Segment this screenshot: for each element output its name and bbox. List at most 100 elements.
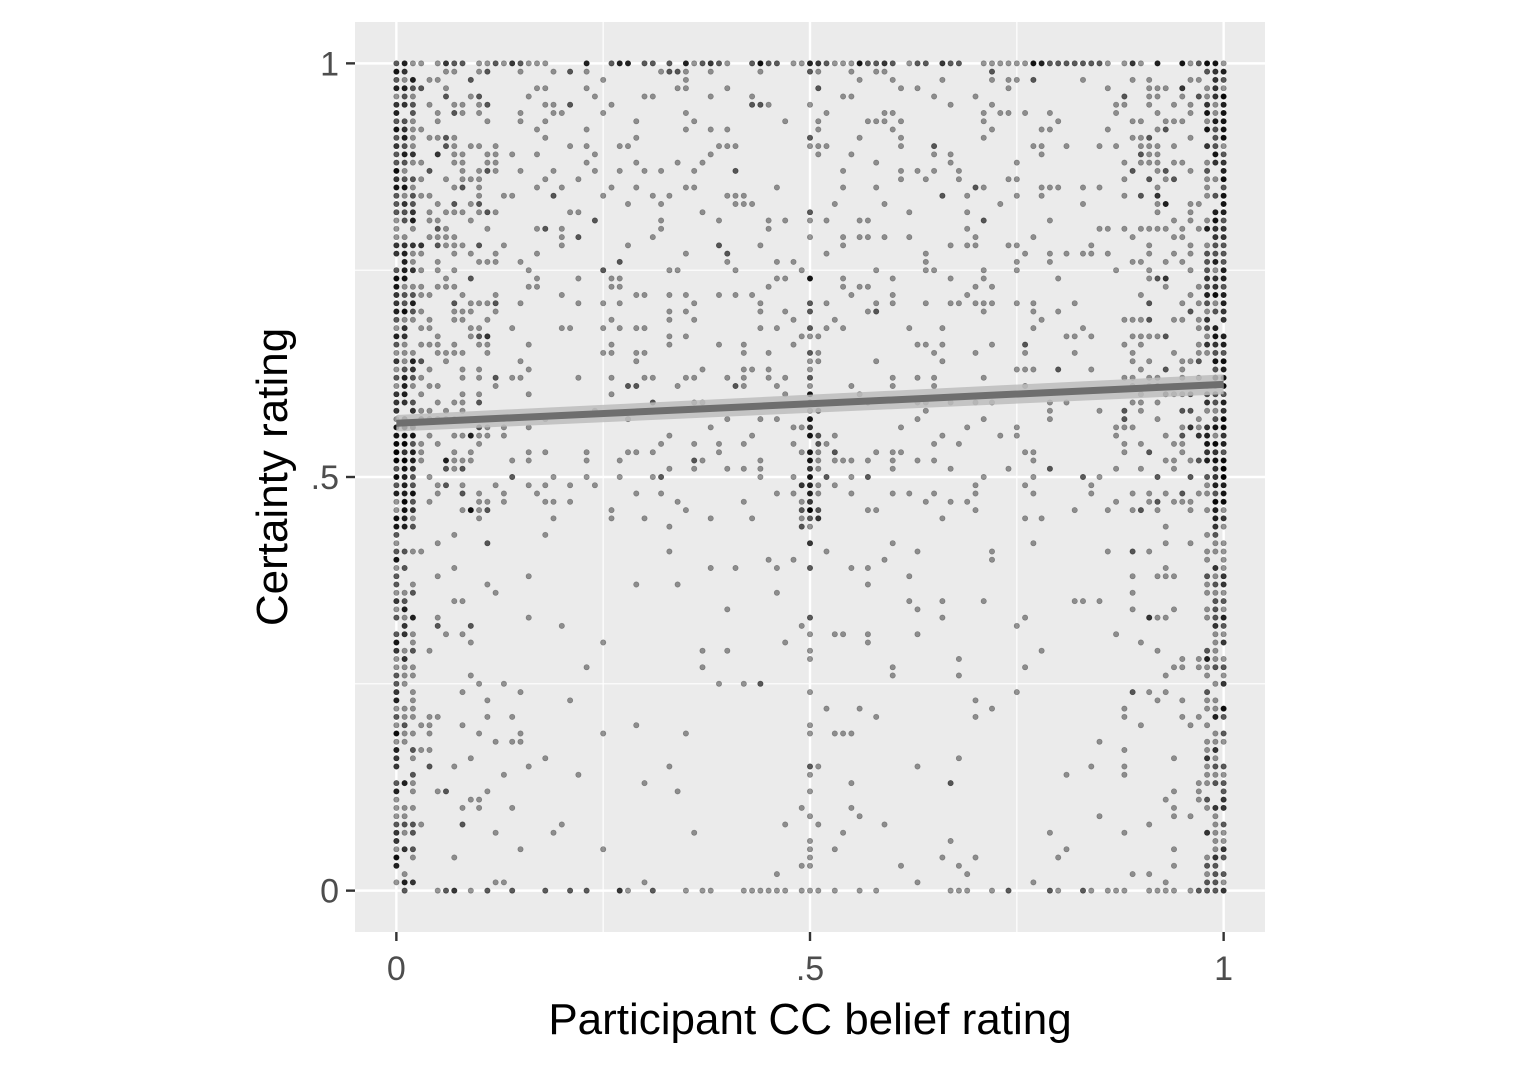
data-point [947,275,954,282]
data-point [641,780,648,787]
data-point [1080,250,1087,257]
data-point [1204,349,1211,356]
data-point [1071,300,1078,307]
data-point [1204,722,1211,729]
data-point [467,457,474,464]
data-point [476,192,483,199]
data-point [1204,341,1211,348]
data-point [939,192,946,199]
data-point [914,167,921,174]
data-point [658,167,665,174]
data-point [409,589,416,596]
data-point [674,159,681,166]
data-point [1129,424,1136,431]
data-point [980,217,987,224]
data-point [451,308,458,315]
data-point [1055,60,1062,67]
data-point [1212,813,1219,820]
data-point [740,374,747,381]
data-point [1129,507,1136,514]
data-point [1146,614,1153,621]
data-point [442,176,449,183]
data-point [914,879,921,886]
data-point [426,498,433,505]
data-point [922,176,929,183]
data-point [500,771,507,778]
data-point [1104,250,1111,257]
data-point [641,60,648,67]
data-point [393,440,400,447]
data-point [426,167,433,174]
data-point [674,498,681,505]
data-point [1162,126,1169,133]
data-point [1212,647,1219,654]
data-point [682,730,689,737]
data-point [1071,507,1078,514]
data-point [1212,358,1219,365]
data-point [1220,93,1227,100]
data-point [988,283,995,290]
data-point [848,490,855,497]
data-point [691,457,698,464]
data-point [831,60,838,67]
data-point [1212,209,1219,216]
data-point [401,440,408,447]
data-point [1137,465,1144,472]
data-point [1030,473,1037,480]
data-point [699,60,706,67]
data-point [1220,184,1227,191]
data-point [889,457,896,464]
y-axis: 0.51 [311,45,355,911]
data-point [740,680,747,687]
data-point [476,391,483,398]
data-point [1212,606,1219,613]
x-tick-label: 1 [1214,950,1233,988]
data-point [1204,862,1211,869]
data-point [740,382,747,389]
data-point [707,93,714,100]
data-point [881,234,888,241]
data-point [476,209,483,216]
data-point [393,672,400,679]
data-point [451,201,458,208]
data-point [732,291,739,298]
data-point [451,763,458,770]
data-point [864,639,871,646]
data-point [964,192,971,199]
data-point [1080,325,1087,332]
data-point [583,85,590,92]
data-point [682,250,689,257]
data-point [409,300,416,307]
data-point [1154,473,1161,480]
data-point [972,93,979,100]
data-point [401,341,408,348]
data-point [1212,242,1219,249]
data-point [1046,250,1053,257]
data-point [1146,225,1153,232]
data-point [575,300,582,307]
data-point [434,134,441,141]
data-point [1171,234,1178,241]
data-point [914,606,921,613]
data-point [1129,167,1136,174]
data-point [476,507,483,514]
data-point [806,209,813,216]
data-point [873,118,880,125]
data-point [1104,85,1111,92]
data-point [806,647,813,654]
data-point [1204,763,1211,770]
data-point [1162,573,1169,580]
data-point [600,110,607,117]
data-point [782,887,789,894]
data-point [1212,432,1219,439]
data-point [1212,192,1219,199]
data-point [749,201,756,208]
data-point [1220,482,1227,489]
data-point [699,457,706,464]
data-point [1129,490,1136,497]
data-point [798,498,805,505]
data-point [492,879,499,886]
data-point [790,60,797,67]
data-point [649,473,656,480]
data-point [798,267,805,274]
